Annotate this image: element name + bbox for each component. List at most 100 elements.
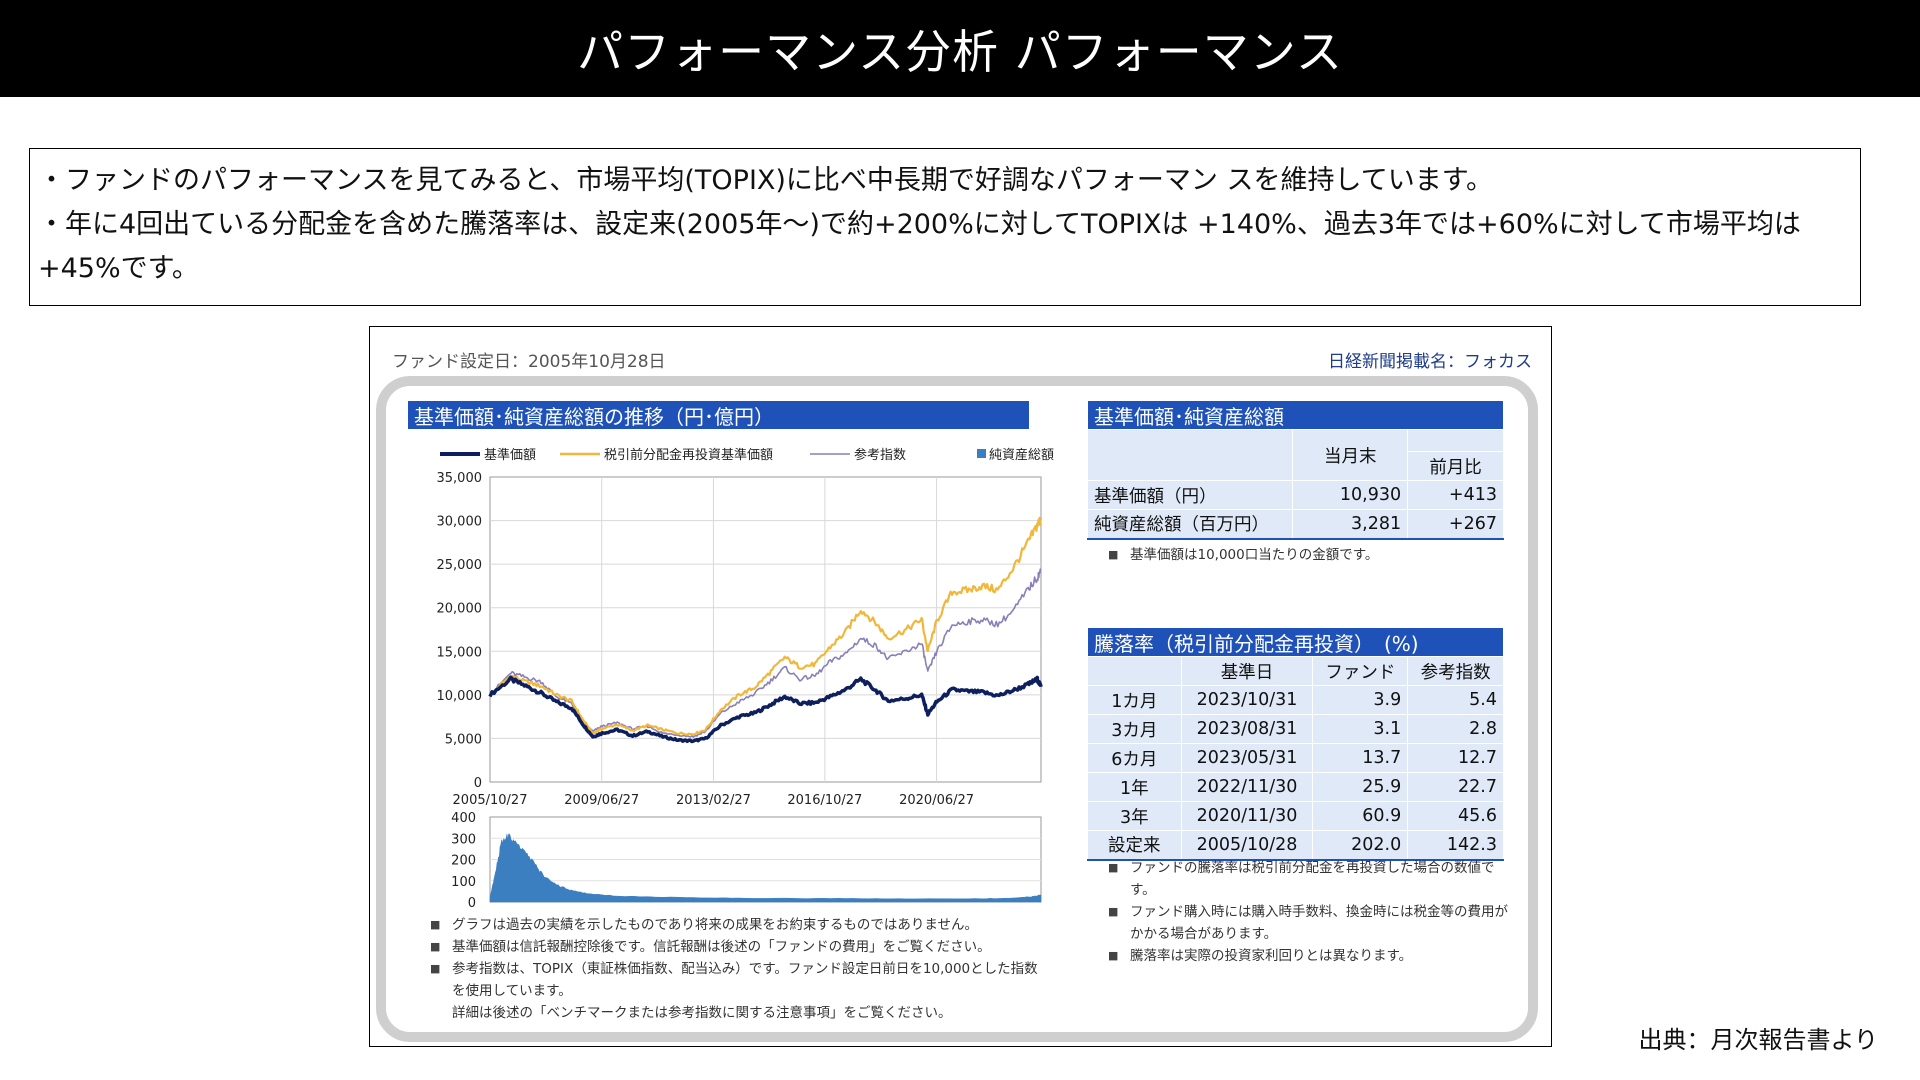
return-fund: 3.1	[1312, 714, 1409, 744]
fund-short-name: 日経新聞掲載名：フォカス	[1328, 352, 1532, 372]
nav-chart: 35,000 30,000 25,000 20,000 15,000 10,000 5,00…	[437, 447, 1055, 911]
return-col-index: 参考指数	[1407, 656, 1504, 686]
return-col-fund: ファンド	[1312, 656, 1409, 686]
y-tick-label: 15,000	[437, 645, 483, 660]
note-bullet-icon: ■	[1108, 548, 1119, 561]
x-tick-label: 2016/10/27	[787, 793, 862, 808]
return-fund: 13.7	[1312, 743, 1409, 773]
return-date: 2023/10/31	[1180, 685, 1314, 715]
return-index: 2.8	[1407, 714, 1504, 744]
legend-label: 純資産総額	[989, 447, 1054, 463]
return-fund: 3.9	[1312, 685, 1409, 715]
nav-row-current: 3,281	[1292, 509, 1409, 540]
legend-label: 基準価額	[484, 447, 536, 463]
table-row: 1年 2022/11/30 25.9 22.7	[1087, 772, 1504, 802]
table-row: 設定来 2005/10/28 202.0 142.3	[1087, 830, 1504, 861]
return-date: 2023/05/31	[1180, 743, 1314, 773]
return-period: 3年	[1087, 801, 1182, 831]
nav-notes: ■ 基準価額は10,000口当たりの金額です。	[1108, 544, 1508, 566]
note-bullet-icon: ■	[430, 940, 441, 953]
summary-line-2: ・年に4回出ている分配金を含めた騰落率は、設定来(2005年～)で約+200%に…	[38, 209, 1801, 284]
monthly-report-panel: ファンド設定日：2005年10月28日 日経新聞掲載名：フォカス 基準価額･純資…	[369, 326, 1552, 1047]
report-header: ファンド設定日：2005年10月28日 日経新聞掲載名：フォカス	[392, 347, 1532, 372]
sub-y-tick-label: 400	[451, 811, 476, 826]
nav-col-current: 当月末	[1292, 429, 1409, 481]
return-period: 設定来	[1087, 830, 1182, 861]
x-tick-label: 2005/10/27	[453, 793, 528, 808]
chart-note-1: グラフは過去の実績を示したものであり将来の成果をお約束するものではありません。	[452, 917, 978, 933]
chart-note-2: 基準価額は信託報酬控除後です。信託報酬は後述の「ファンドの費用」をご覧ください。	[452, 939, 991, 955]
chart-note-3: 参考指数は、TOPIX（東証株価指数、配当込み）です。ファンド設定日前日を10,…	[452, 961, 1038, 999]
nav-row-diff: +267	[1407, 509, 1504, 540]
x-tick-label: 2009/06/27	[564, 793, 639, 808]
return-fund: 202.0	[1312, 830, 1409, 861]
legend-label: 参考指数	[854, 447, 906, 463]
return-period: 1年	[1087, 772, 1182, 802]
return-date: 2005/10/28	[1180, 830, 1314, 861]
nav-row-label: 基準価額（円）	[1086, 480, 1294, 510]
source-note: 出典：月次報告書より	[1638, 1026, 1878, 1054]
legend-label: 税引前分配金再投資基準価額	[604, 447, 773, 463]
sub-y-tick-label: 300	[451, 832, 476, 847]
return-period: 3カ月	[1087, 714, 1182, 744]
summary-box: ・ファンドのパフォーマンスを見てみると、市場平均(TOPIX)に比べ中長期で好調…	[29, 148, 1861, 306]
series-line-1	[489, 516, 1043, 736]
nav-table: 当月末 前月比 基準価額（円） 10,930 +413 純資産総額（百万円） 3…	[1086, 429, 1504, 540]
nav-row-current: 10,930	[1292, 480, 1409, 510]
return-index: 12.7	[1407, 743, 1504, 773]
return-table: 基準日 ファンド 参考指数 1カ月 2023/10/31 3.9 5.4 3カ月…	[1087, 656, 1504, 861]
nav-note: 基準価額は10,000口当たりの金額です。	[1130, 547, 1379, 563]
summary-line-1: ・ファンドのパフォーマンスを見てみると、市場平均(TOPIX)に比べ中長期で好調…	[38, 165, 1494, 196]
return-note-2: ファンド購入時には購入時手数料、換金時には税金等の費用がかかる場合があります。	[1130, 904, 1508, 942]
plot-area	[489, 476, 1042, 783]
note-bullet-icon: ■	[430, 918, 441, 931]
sub-y-tick-label: 200	[451, 854, 476, 869]
return-period: 1カ月	[1087, 685, 1182, 715]
table-row: 純資産総額（百万円） 3,281 +267	[1086, 509, 1504, 540]
chart-note-4: 詳細は後述の「ベンチマークまたは参考指数に関する注意事項」をご覧ください。	[452, 1005, 952, 1021]
return-table-header: 騰落率（税引前分配金再投資） (%)	[1088, 628, 1503, 656]
table-row: 3年 2020/11/30 60.9 45.6	[1087, 801, 1504, 831]
nav-table-header: 基準価額･純資産総額	[1088, 401, 1503, 429]
return-notes: ■ ファンドの騰落率は税引前分配金を再投資した場合の数値です。 ■ ファンド購入時に…	[1108, 857, 1518, 967]
return-index: 5.4	[1407, 685, 1504, 715]
nav-row-label: 純資産総額（百万円）	[1086, 509, 1294, 540]
series-line-0	[488, 675, 1043, 744]
y-tick-label: 10,000	[437, 689, 483, 704]
note-bullet-icon: ■	[1108, 861, 1119, 874]
chart-notes: ■ グラフは過去の実績を示したものであり将来の成果をお約束するものではありません。…	[430, 914, 1050, 1024]
return-date: 2023/08/31	[1180, 714, 1314, 744]
note-bullet-icon: ■	[1108, 905, 1119, 918]
chart-header: 基準価額･純資産総額の推移（円･億円）	[408, 401, 1029, 429]
return-date: 2022/11/30	[1180, 772, 1314, 802]
x-tick-label: 2013/02/27	[676, 793, 751, 808]
y-tick-label: 20,000	[437, 602, 483, 617]
nav-row-diff: +413	[1407, 480, 1504, 510]
x-tick-label: 2020/06/27	[899, 793, 974, 808]
y-tick-label: 25,000	[437, 558, 483, 573]
y-tick-label: 35,000	[437, 471, 483, 486]
table-row: 1カ月 2023/10/31 3.9 5.4	[1087, 685, 1504, 715]
return-index: 142.3	[1407, 830, 1504, 861]
return-index: 45.6	[1407, 801, 1504, 831]
return-note-1: ファンドの騰落率は税引前分配金を再投資した場合の数値です。	[1130, 860, 1495, 898]
table-row: 基準価額（円） 10,930 +413	[1086, 480, 1504, 510]
sub-y-tick-label: 0	[468, 896, 476, 911]
return-fund: 25.9	[1312, 772, 1409, 802]
sub-y-tick-label: 100	[451, 875, 476, 890]
return-col-date: 基準日	[1180, 656, 1314, 686]
y-tick-label: 30,000	[437, 515, 483, 530]
y-tick-label: 5,000	[445, 732, 482, 747]
note-bullet-icon: ■	[1108, 949, 1119, 962]
net-assets-area	[489, 833, 1042, 903]
nav-col-diff: 前月比	[1407, 451, 1504, 481]
return-fund: 60.9	[1312, 801, 1409, 831]
fund-start-date: ファンド設定日：2005年10月28日	[392, 352, 666, 372]
table-row: 3カ月 2023/08/31 3.1 2.8	[1087, 714, 1504, 744]
return-date: 2020/11/30	[1180, 801, 1314, 831]
page-title: パフォーマンス分析 パフォーマンス	[0, 0, 1920, 97]
return-index: 22.7	[1407, 772, 1504, 802]
return-note-3: 騰落率は実際の投資家利回りとは異なります。	[1130, 948, 1413, 964]
note-bullet-icon: ■	[430, 962, 441, 975]
legend-swatch	[977, 449, 986, 458]
